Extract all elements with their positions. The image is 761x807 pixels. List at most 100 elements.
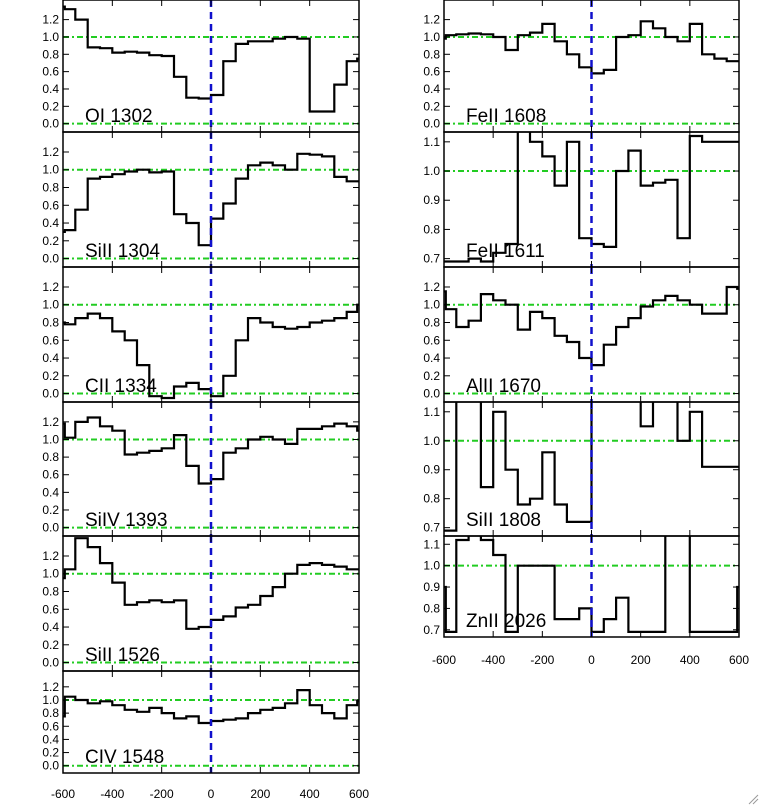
panel-label: CII 1334 bbox=[85, 376, 157, 397]
y-tick-label: 0.4 bbox=[42, 485, 59, 499]
y-tick-label: 1.0 bbox=[423, 30, 440, 44]
y-tick-label: 0.2 bbox=[42, 638, 59, 652]
y-tick-label: 0.6 bbox=[42, 719, 59, 733]
y-tick-label: 0.8 bbox=[423, 222, 440, 236]
x-tick-label: -600 bbox=[432, 653, 456, 667]
y-tick-label: 0.6 bbox=[42, 602, 59, 616]
y-tick-label: 0.9 bbox=[423, 463, 440, 477]
x-tick-label: 600 bbox=[349, 787, 369, 801]
y-tick-label: 0.7 bbox=[423, 252, 440, 266]
panel-feii-1611: 0.7 0.8 0.9 1.0 1.1 FeII 1611 bbox=[423, 131, 740, 268]
y-tick-label: 0.8 bbox=[42, 450, 59, 464]
panel-civ-1548: 0.00.20.40.60.81.01.2 CIV 1548 bbox=[42, 670, 360, 774]
y-tick-label: 1.2 bbox=[42, 415, 59, 429]
y-tick-label: 1.0 bbox=[42, 432, 59, 446]
y-tick-label: 1.2 bbox=[42, 145, 59, 159]
y-tick-label: 0.6 bbox=[423, 333, 440, 347]
y-tick-label: 1.0 bbox=[423, 298, 440, 312]
x-tick-label: -400 bbox=[100, 787, 124, 801]
y-tick-label: 0.7 bbox=[423, 623, 440, 637]
y-tick-label: 0.8 bbox=[423, 601, 440, 615]
x-tick-label: -200 bbox=[150, 787, 174, 801]
y-tick-label: 1.0 bbox=[42, 298, 59, 312]
resize-grip-icon[interactable] bbox=[747, 793, 759, 805]
y-tick-label: 1.0 bbox=[423, 434, 440, 448]
x-tick-label: 400 bbox=[680, 653, 700, 667]
y-tick-label: 0.8 bbox=[423, 316, 440, 330]
y-tick-label: 1.0 bbox=[423, 559, 440, 573]
y-tick-label: 0.6 bbox=[42, 198, 59, 212]
panel-feii-1608: 0.0 0.2 0.4 0.6 0.8 1.0 1.2 FeII 1608 bbox=[423, 0, 740, 133]
x-tick-label: -200 bbox=[530, 653, 554, 667]
y-tick-label: 0.9 bbox=[423, 193, 440, 207]
y-tick-label: 0.0 bbox=[42, 117, 59, 131]
y-tick-label: 0.0 bbox=[42, 656, 59, 670]
panel-label: OI 1302 bbox=[85, 106, 153, 127]
y-tick-label: 1.1 bbox=[423, 537, 440, 551]
y-tick-label: 0.2 bbox=[42, 746, 59, 760]
panel-label: FeII 1611 bbox=[466, 241, 545, 262]
panel-label: SiII 1304 bbox=[85, 241, 160, 262]
y-tick-label: 0.8 bbox=[42, 47, 59, 61]
y-tick-label: 1.0 bbox=[42, 163, 59, 177]
x-tick-label: 600 bbox=[729, 653, 749, 667]
y-tick-label: 0.9 bbox=[423, 580, 440, 594]
y-tick-label: 0.6 bbox=[42, 65, 59, 79]
x-axis-right: -600 -400 -200 0 200 400 600 bbox=[432, 653, 749, 667]
x-tick-label: -600 bbox=[51, 787, 75, 801]
panel-label: ZnII 2026 bbox=[466, 611, 546, 632]
y-tick-label: 0.2 bbox=[42, 234, 59, 248]
y-tick-label: 0.0 bbox=[423, 387, 440, 401]
y-tick-label: 0.0 bbox=[42, 252, 59, 266]
y-tick-label: 1.0 bbox=[42, 567, 59, 581]
y-tick-label: 0.4 bbox=[423, 351, 440, 365]
y-tick-label: 0.6 bbox=[423, 65, 440, 79]
y-tick-label: 1.1 bbox=[423, 135, 440, 149]
panel-label: SiIV 1393 bbox=[85, 510, 167, 531]
x-tick-label: -400 bbox=[481, 653, 505, 667]
y-tick-label: 1.2 bbox=[42, 280, 59, 294]
panel-label: SiII 1808 bbox=[466, 510, 541, 531]
y-tick-label: 0.2 bbox=[42, 99, 59, 113]
y-tick-label: 0.0 bbox=[42, 521, 59, 535]
y-tick-label: 0.7 bbox=[423, 521, 440, 535]
y-tick-label: 0.8 bbox=[42, 585, 59, 599]
y-tick-label: 0.2 bbox=[423, 99, 440, 113]
spectrum-line bbox=[444, 402, 739, 532]
y-tick-label: 0.4 bbox=[42, 216, 59, 230]
x-tick-label: 0 bbox=[208, 787, 215, 801]
y-tick-label: 0.2 bbox=[423, 369, 440, 383]
y-tick-label: 1.0 bbox=[42, 30, 59, 44]
y-tick-label: 1.2 bbox=[423, 13, 440, 27]
y-tick-label: 0.8 bbox=[42, 706, 59, 720]
y-tick-label: 0.8 bbox=[42, 316, 59, 330]
panel-label: FeII 1608 bbox=[466, 106, 546, 127]
spectrum-line bbox=[444, 20, 739, 75]
y-tick-label: 1.2 bbox=[42, 680, 59, 694]
spectrum-line bbox=[444, 132, 739, 263]
y-tick-label: 1.2 bbox=[42, 549, 59, 563]
y-tick-label: 0.4 bbox=[42, 82, 59, 96]
y-tick-label: 0.8 bbox=[423, 492, 440, 506]
panel-znii-2026: 0.7 0.8 0.9 1.0 1.1 ZnII 2026 bbox=[423, 535, 740, 638]
x-tick-label: 200 bbox=[631, 653, 651, 667]
y-tick-label: 1.2 bbox=[42, 13, 59, 27]
x-axis-left: -600 -400 -200 0 200 400 600 bbox=[51, 787, 369, 801]
y-tick-label: 0.4 bbox=[42, 620, 59, 634]
panels: 0.00.20.40.60.81.01.2OI 13020.00.20.40.6… bbox=[42, 0, 740, 774]
spectrum-line bbox=[63, 416, 359, 485]
y-tick-label: 1.0 bbox=[42, 693, 59, 707]
y-tick-label: 1.1 bbox=[423, 405, 440, 419]
y-tick-label: 0.2 bbox=[42, 369, 59, 383]
y-tick-label: 1.2 bbox=[423, 280, 440, 294]
panel-siii-1808: 0.7 0.8 0.9 1.0 1.1 SiII 1808 bbox=[423, 401, 740, 537]
x-tick-label: 0 bbox=[588, 653, 595, 667]
y-tick-label: 1.0 bbox=[423, 164, 440, 178]
y-tick-label: 0.0 bbox=[42, 759, 59, 773]
y-tick-label: 0.0 bbox=[42, 387, 59, 401]
panel-label: AlII 1670 bbox=[466, 376, 541, 397]
y-tick-label: 0.6 bbox=[42, 333, 59, 347]
panel-label: SiII 1526 bbox=[85, 645, 160, 666]
